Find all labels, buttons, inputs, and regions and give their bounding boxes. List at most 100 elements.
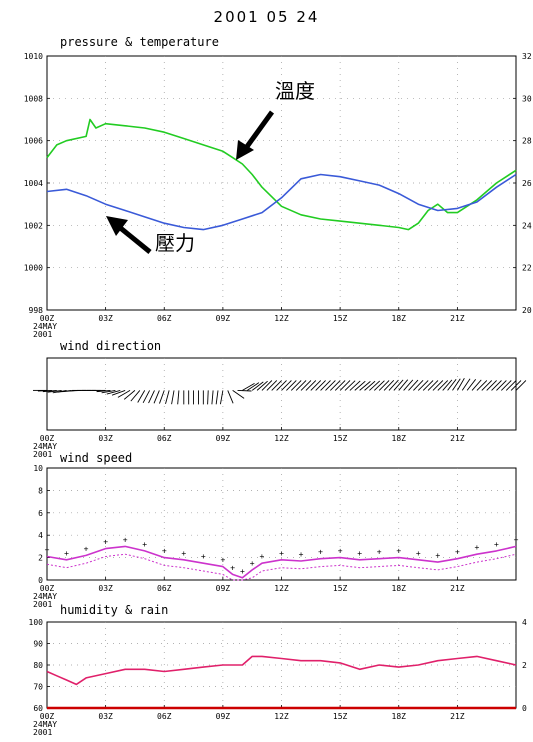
wind-barb [159, 390, 165, 404]
wind-barb [398, 379, 409, 391]
series-temperature [46, 118, 517, 231]
wind-barb [374, 380, 385, 391]
wind-barb [106, 389, 121, 395]
wind-barb [251, 381, 264, 391]
y-left-tick-label: 998 [29, 306, 44, 315]
y-right-tick-label: 30 [522, 94, 532, 103]
x-tick-label: 03Z [98, 434, 113, 443]
wind-speed-marker: + [240, 567, 245, 576]
wind-barb [320, 380, 331, 391]
wind-speed-marker: + [84, 544, 89, 553]
arrow-pressure-head [106, 216, 128, 236]
x-tick-label: 21Z [450, 434, 465, 443]
x-tick-label: 00Z [40, 712, 55, 721]
wind-barb [481, 380, 493, 391]
y-left-tick-label: 10 [33, 464, 43, 473]
wind-barb [510, 380, 522, 391]
x-tick-label: 18Z [392, 314, 407, 323]
wind-barb [403, 379, 414, 391]
wind-barb [456, 378, 465, 391]
wind-speed-marker: + [475, 543, 480, 552]
wind-barb [101, 389, 116, 394]
wind-speed-marker: + [435, 551, 440, 560]
wind-barb [220, 390, 224, 405]
wind-barb [256, 380, 268, 391]
wind-speed-marker: + [230, 563, 235, 572]
wind-barb [142, 390, 150, 404]
annotation-pressure: 壓力 [155, 231, 195, 255]
y-left-tick-label: 6 [38, 509, 43, 518]
y-left-tick-label: 4 [38, 531, 43, 540]
wind-barb [148, 390, 155, 404]
y-right-tick-label: 20 [522, 306, 532, 315]
wind-speed-marker: + [299, 550, 304, 559]
wind-speed-marker: + [181, 549, 186, 558]
y-right-tick-label: 28 [522, 137, 532, 146]
wind-barb [165, 390, 170, 405]
wind-barb [354, 380, 366, 391]
x-tick-label: 21Z [450, 712, 465, 721]
series-wind_speed [46, 545, 517, 579]
x-tick-date-line: 2001 [33, 330, 52, 339]
x-tick-label: 15Z [333, 712, 348, 721]
wind-barb [117, 390, 131, 398]
x-tick-label: 09Z [216, 314, 231, 323]
wind-speed-marker: + [514, 535, 519, 544]
wind-barb [344, 380, 356, 391]
wind-barb [300, 380, 312, 391]
grid-2 [105, 358, 458, 430]
y-left-tick-label: 1010 [24, 52, 43, 61]
wind-barb [461, 378, 471, 391]
x-tick-date-line: 24MAY [33, 592, 57, 601]
wind-barb [47, 389, 62, 393]
grid-4 [47, 622, 516, 708]
wind-barb [211, 390, 214, 405]
x-tick-date-line: 24MAY [33, 720, 57, 729]
x-tick-label: 03Z [98, 314, 113, 323]
wind-barb [369, 380, 381, 391]
wind-speed-marker: + [357, 549, 362, 558]
x-tick-label: 18Z [392, 584, 407, 593]
y-right-tick-label: 4 [522, 618, 527, 627]
wind-barb [96, 389, 111, 393]
wind-speed-marker: + [416, 549, 421, 558]
wind-speed-marker: + [455, 548, 460, 557]
series-humidity [46, 655, 517, 686]
wind-barb [359, 381, 371, 391]
wind-speed-marker: + [318, 548, 323, 557]
wind-speed-markers: + + + + + + + + + + + + + + + + + + + + + + + + + + + [45, 535, 519, 575]
wind-barb [447, 379, 457, 391]
wind-barb [486, 380, 497, 391]
x-tick-label: 21Z [450, 314, 465, 323]
y-left-tick-label: 1004 [24, 179, 43, 188]
wind-speed-marker: + [220, 556, 225, 565]
wind-barb [427, 380, 439, 391]
wind-barb [466, 379, 477, 391]
x-tick-label: 00Z [40, 434, 55, 443]
wind-barb [281, 380, 292, 391]
wind-speed-marker: + [162, 547, 167, 556]
y-right-tick-label: 22 [522, 264, 532, 273]
arrow-temperature-shaft [243, 110, 275, 150]
wind-speed-marker: + [142, 540, 147, 549]
wind-speed-marker: + [64, 549, 69, 558]
wind-speed-marker: + [279, 549, 284, 558]
x-tick-label: 21Z [450, 584, 465, 593]
wind-speed-marker: + [396, 547, 401, 556]
x-tick-label: 12Z [274, 434, 289, 443]
series-wind-speed-lower [46, 553, 517, 581]
wind-barb [515, 380, 527, 391]
wind-barb [310, 380, 322, 391]
wind-barb [325, 380, 336, 391]
x-tick-label: 15Z [333, 584, 348, 593]
wind-barb [227, 390, 234, 404]
wind-speed-marker: + [250, 559, 255, 568]
wind-barb [378, 380, 390, 391]
wind-barb [290, 380, 302, 391]
wind-barb [476, 380, 488, 391]
wind-barb [130, 390, 141, 402]
wind-speed-marker: + [201, 552, 206, 561]
y-left-tick-label: 80 [33, 661, 43, 670]
wind-barb [315, 380, 326, 391]
